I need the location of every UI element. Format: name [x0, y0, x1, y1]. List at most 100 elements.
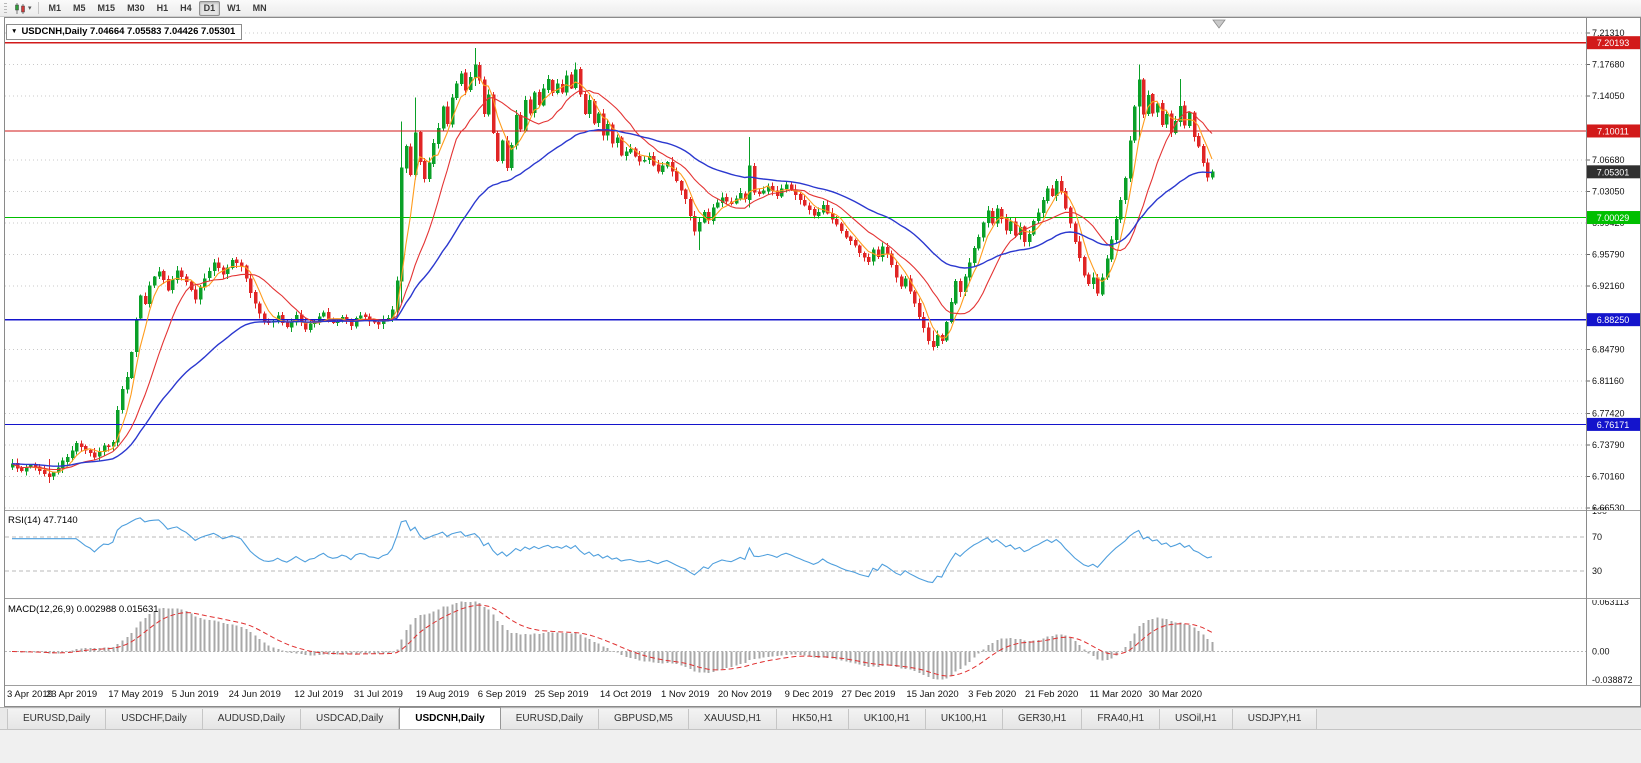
chart-tab-eurusd-daily[interactable]: EURUSD,Daily: [7, 709, 107, 729]
svg-text:9 Dec 2019: 9 Dec 2019: [785, 689, 834, 700]
chart-tab-bar: EURUSD,Daily USDCHF,Daily AUDUSD,Daily USDC…: [0, 707, 1641, 730]
chart-type-button[interactable]: ▾: [11, 1, 35, 16]
chart-tab-fra40-h1[interactable]: FRA40,H1: [1082, 709, 1161, 729]
svg-text:6.81160: 6.81160: [1592, 376, 1624, 386]
chart-tab-eurusd-daily[interactable]: EURUSD,Daily: [500, 709, 599, 729]
svg-text:7.14050: 7.14050: [1592, 91, 1625, 101]
candlestick-chart-icon: [15, 2, 25, 14]
svg-text:15 Jan 2020: 15 Jan 2020: [906, 689, 958, 700]
svg-text:23 Apr 2019: 23 Apr 2019: [46, 689, 97, 700]
chart-frame: [4, 17, 1641, 707]
chart-tab-usdcad-daily[interactable]: USDCAD,Daily: [301, 709, 400, 729]
svg-text:7.21310: 7.21310: [1592, 28, 1625, 38]
chart-tab-audusd-daily[interactable]: AUDUSD,Daily: [202, 709, 302, 729]
timeframe-button-m1[interactable]: M1: [48, 2, 62, 13]
timeframe-button-mn[interactable]: MN: [252, 2, 267, 13]
toolbar-grip[interactable]: [4, 2, 7, 14]
svg-text:6.70160: 6.70160: [1592, 472, 1625, 482]
svg-text:12 Jul 2019: 12 Jul 2019: [294, 689, 343, 700]
chart-tab-hk50-h1[interactable]: HK50,H1: [777, 709, 849, 729]
svg-text:20 Nov 2019: 20 Nov 2019: [718, 689, 772, 700]
svg-text:6.95790: 6.95790: [1592, 249, 1625, 259]
macd-indicator-label: MACD(12,26,9) 0.002988 0.015631: [8, 604, 159, 615]
svg-text:31 Jul 2019: 31 Jul 2019: [354, 689, 403, 700]
svg-text:24 Jun 2019: 24 Jun 2019: [229, 689, 281, 700]
svg-text:6.77420: 6.77420: [1592, 409, 1625, 419]
timeframe-buttons-group: M1 M5 M15 M30 H1 H4 D1 W1 MN: [44, 0, 272, 16]
dropdown-arrow-icon[interactable]: ▼: [11, 27, 18, 35]
svg-text:6.66530: 6.66530: [1592, 503, 1625, 513]
macd-signal-line: [11, 604, 1213, 677]
svg-text:7.05301: 7.05301: [1597, 167, 1630, 177]
svg-text:19 Aug 2019: 19 Aug 2019: [416, 689, 469, 700]
svg-text:14 Oct 2019: 14 Oct 2019: [600, 689, 652, 700]
price-axis[interactable]: 7.213107.176807.140507.066807.030506.994…: [1586, 28, 1625, 513]
chart-tab-usdjpy-h1[interactable]: USDJPY,H1: [1232, 709, 1318, 729]
rsi-line: [12, 517, 1213, 584]
svg-text:6.73790: 6.73790: [1592, 440, 1625, 450]
svg-text:5 Jun 2019: 5 Jun 2019: [172, 689, 219, 700]
svg-text:21 Feb 2020: 21 Feb 2020: [1025, 689, 1078, 700]
svg-text:3 Apr 2019: 3 Apr 2019: [7, 689, 53, 700]
svg-text:7.20193: 7.20193: [1597, 38, 1630, 48]
chart-tab-gbpusd-m5[interactable]: GBPUSD,M5: [598, 709, 689, 729]
timeframe-button-w1[interactable]: W1: [227, 2, 241, 13]
svg-text:7.00029: 7.00029: [1597, 213, 1630, 223]
ma-line-5: [11, 76, 1213, 473]
svg-text:11 Mar 2020: 11 Mar 2020: [1089, 689, 1142, 700]
svg-text:0.063113: 0.063113: [1592, 597, 1629, 607]
ma-line-13: [11, 89, 1213, 471]
timeframe-button-m30[interactable]: M30: [127, 2, 145, 13]
svg-text:3 Feb 2020: 3 Feb 2020: [968, 689, 1016, 700]
svg-text:-0.038872: -0.038872: [1592, 675, 1633, 685]
svg-text:1 Nov 2019: 1 Nov 2019: [661, 689, 710, 700]
timeframe-button-m15[interactable]: M15: [97, 2, 116, 13]
chart-shift-marker[interactable]: [1212, 19, 1226, 29]
svg-text:27 Dec 2019: 27 Dec 2019: [842, 689, 896, 700]
ohlc-info-box: ▼ USDCNH,Daily 7.04664 7.05583 7.04426 7…: [6, 24, 243, 40]
svg-text:7.10011: 7.10011: [1597, 126, 1629, 136]
chart-tab-uk100-h1[interactable]: UK100,H1: [925, 709, 1003, 729]
chart-tab-usoil-h1[interactable]: USOil,H1: [1160, 709, 1233, 729]
horizontal-level-lines[interactable]: [5, 42, 1586, 426]
moving-averages-layer: [11, 76, 1213, 473]
svg-text:6 Sep 2019: 6 Sep 2019: [478, 689, 527, 700]
macd-pane: 0.063113 0.00 -0.038872: [5, 597, 1633, 685]
svg-text:7.06680: 7.06680: [1592, 155, 1625, 165]
svg-text:6.84790: 6.84790: [1592, 345, 1625, 355]
candles-layer: [10, 47, 1215, 484]
chart-tab-xauusd-h1[interactable]: XAUUSD,H1: [688, 709, 778, 729]
ma-line-40: [11, 128, 1212, 467]
svg-text:0.00: 0.00: [1592, 647, 1610, 657]
toolbar-separator: [37, 2, 39, 14]
timeframe-button-h4[interactable]: H4: [180, 2, 192, 13]
timeframe-button-h1[interactable]: H1: [156, 2, 169, 13]
chart-window[interactable]: 7.213107.176807.140507.066807.030506.994…: [0, 17, 1641, 707]
svg-text:25 Sep 2019: 25 Sep 2019: [535, 689, 589, 700]
chart-tab-usdchf-daily[interactable]: USDCHF,Daily: [106, 709, 203, 729]
svg-text:30: 30: [1592, 566, 1602, 576]
chart-canvas[interactable]: 7.213107.176807.140507.066807.030506.994…: [0, 17, 1641, 707]
chevron-down-icon: ▾: [28, 5, 32, 12]
timeframe-toolbar: ▾ M1 M5 M15 M30 H1 H4 D1 W1 MN: [0, 0, 1641, 17]
chart-tab-usdcnh-daily[interactable]: USDCNH,Daily: [399, 707, 501, 729]
svg-text:6.76171: 6.76171: [1597, 420, 1630, 430]
svg-text:7.17680: 7.17680: [1592, 59, 1625, 69]
svg-text:7.03050: 7.03050: [1592, 186, 1625, 196]
svg-text:6.88250: 6.88250: [1597, 315, 1630, 325]
ohlc-text: USDCNH,Daily 7.04664 7.05583 7.04426 7.0…: [21, 26, 236, 37]
timeframe-button-m5[interactable]: M5: [73, 2, 86, 13]
svg-text:70: 70: [1592, 532, 1602, 542]
chart-tab-uk100-h1[interactable]: UK100,H1: [848, 709, 926, 729]
price-axis-badges: 7.20193 7.10011 7.00029 6.88250 6.76171 7.053…: [1587, 36, 1640, 431]
svg-text:30 Mar 2020: 30 Mar 2020: [1149, 689, 1202, 700]
price-grid: [5, 32, 1586, 509]
timeframe-button-d1[interactable]: D1: [198, 0, 221, 16]
svg-text:17 May 2019: 17 May 2019: [108, 689, 163, 700]
svg-text:6.92160: 6.92160: [1592, 281, 1625, 291]
chart-tab-ger30-h1[interactable]: GER30,H1: [1002, 709, 1083, 729]
rsi-indicator-label: RSI(14) 47.7140: [8, 515, 78, 526]
